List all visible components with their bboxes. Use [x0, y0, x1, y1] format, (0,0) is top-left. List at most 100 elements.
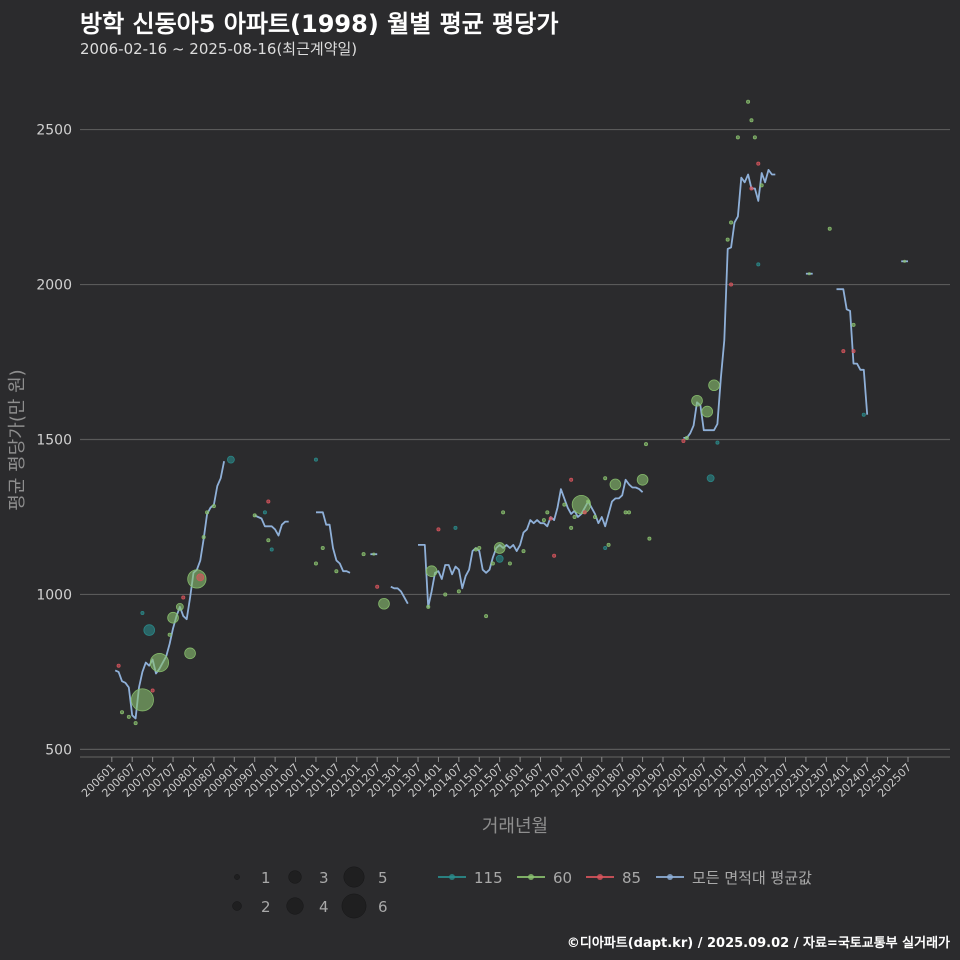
- data-point-60: [807, 272, 811, 276]
- chart-subtitle: 2006-02-16 ~ 2025-08-16(최근계약일): [80, 40, 358, 58]
- data-point-85: [552, 553, 557, 558]
- data-point-60: [521, 549, 526, 554]
- data-point-60: [493, 542, 506, 554]
- legend-size-label: 6: [378, 898, 388, 916]
- average-line-segment: [114, 461, 225, 720]
- data-point-60: [701, 405, 714, 418]
- data-point-60: [378, 597, 390, 610]
- data-point-60: [167, 611, 179, 624]
- legend-size-label: 3: [319, 869, 329, 887]
- source-credit: ©디아파트(dapt.kr) / 2025.09.02 / 자료=국토교통부 실…: [566, 936, 950, 951]
- legend-series-swatch-dot: [449, 874, 455, 880]
- data-point-85: [569, 477, 574, 482]
- data-point-60: [473, 547, 478, 552]
- average-line-segment: [418, 478, 644, 608]
- data-point-60: [626, 510, 631, 515]
- x-axis-title: 거래년월: [482, 816, 548, 837]
- data-point-115: [756, 262, 761, 267]
- data-point-60: [572, 514, 577, 519]
- data-point-115: [495, 554, 504, 563]
- data-point-60: [507, 561, 512, 566]
- legend-series-swatch-dot: [528, 874, 534, 880]
- data-point-60: [603, 476, 608, 481]
- data-point-115: [226, 455, 235, 464]
- chart-title: 방학 신동아5 아파트(1998) 월별 평균 평당가: [80, 10, 559, 38]
- data-point-60: [759, 183, 764, 188]
- data-point-60: [266, 538, 271, 543]
- data-point-115: [143, 624, 156, 636]
- data-point-60: [746, 99, 751, 104]
- legend-size-label: 2: [261, 898, 271, 916]
- data-point-60: [902, 259, 907, 263]
- legend-size-marker: [343, 866, 365, 888]
- y-tick-label: 1000: [36, 587, 72, 603]
- legend-series-label: 60: [553, 869, 572, 887]
- legend-size-marker: [232, 901, 242, 911]
- data-point-60: [484, 614, 489, 619]
- data-point-60: [708, 379, 720, 392]
- legend-series-label: 115: [474, 869, 503, 887]
- data-point-60: [851, 322, 856, 327]
- data-point-60: [586, 499, 591, 504]
- data-point-60: [456, 589, 461, 594]
- data-point-85: [851, 349, 856, 354]
- data-point-60: [425, 565, 438, 578]
- data-point-60: [691, 394, 703, 407]
- data-point-60: [175, 602, 184, 611]
- average-line: [114, 169, 908, 720]
- data-point-60: [643, 442, 648, 447]
- data-point-60: [372, 552, 376, 556]
- average-line-segment: [254, 514, 289, 537]
- y-tick-label: 1500: [36, 432, 72, 448]
- legend-size-label: 5: [378, 869, 388, 887]
- data-point-60: [684, 435, 689, 440]
- data-point-85: [749, 186, 754, 191]
- legend-series-label: 85: [622, 869, 641, 887]
- data-point-60: [623, 510, 628, 515]
- data-point-60: [133, 721, 138, 726]
- data-point-115: [140, 611, 145, 616]
- data-point-85: [841, 349, 846, 354]
- legend-size-label: 4: [319, 898, 329, 916]
- data-point-60: [735, 135, 740, 140]
- data-point-60: [320, 545, 325, 550]
- y-axis: 500 1000 1500 2000 2500: [36, 123, 72, 759]
- data-point-60: [636, 473, 649, 486]
- data-point-60: [569, 525, 574, 530]
- data-point-60: [541, 518, 546, 523]
- data-point-60: [752, 135, 757, 140]
- y-axis-title: 평균 평당가(만 원): [7, 369, 28, 510]
- data-point-60: [609, 478, 622, 491]
- legend-series-label: 모든 면적대 평균값: [692, 869, 812, 887]
- data-point-60: [252, 513, 257, 518]
- data-point-60: [313, 561, 318, 566]
- data-point-60: [334, 569, 339, 574]
- y-tick-label: 500: [45, 742, 72, 758]
- data-point-85: [681, 439, 686, 444]
- gridlines: [80, 128, 950, 758]
- legend-size-marker: [286, 897, 304, 915]
- data-point-115: [269, 547, 274, 552]
- data-point-60: [545, 510, 550, 515]
- legend-size-marker: [341, 893, 367, 919]
- data-point-115: [715, 440, 720, 445]
- data-point-60: [120, 710, 125, 715]
- data-point-85: [548, 516, 553, 521]
- data-point-60: [201, 535, 206, 540]
- legend: 1 2 3 4 5 6 115 60 85 모든 면적대 평균값: [232, 866, 812, 919]
- data-point-85: [150, 688, 155, 693]
- average-line-segment: [836, 288, 869, 415]
- data-point-60: [130, 688, 154, 712]
- data-point-60: [167, 632, 172, 637]
- y-tick-label: 2000: [36, 278, 72, 294]
- data-point-60: [205, 510, 210, 515]
- data-point-60: [571, 494, 591, 515]
- data-point-60: [647, 536, 652, 541]
- data-point-85: [436, 527, 441, 532]
- data-point-60: [606, 542, 611, 547]
- data-points: [116, 99, 907, 726]
- data-point-85: [266, 499, 271, 504]
- data-point-85: [116, 663, 121, 668]
- legend-size-marker: [234, 874, 240, 880]
